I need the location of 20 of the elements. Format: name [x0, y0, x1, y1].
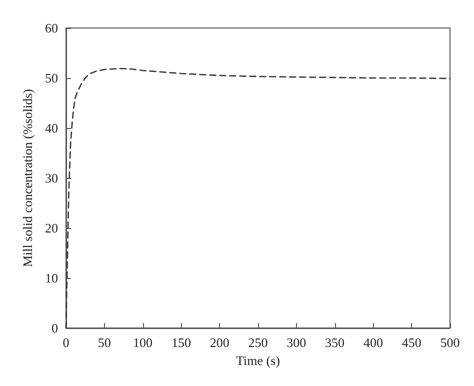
x-tick-label: 300 [286, 335, 306, 350]
x-tick-label: 100 [133, 335, 153, 350]
x-tick-label: 0 [62, 335, 70, 350]
y-axis-title: Mill solid concentration (%solids) [20, 88, 36, 268]
y-tick-label: 50 [45, 70, 58, 86]
x-tick-label: 350 [325, 335, 345, 350]
x-tick-label: 500 [440, 335, 460, 350]
x-tick-label: 450 [402, 335, 422, 350]
x-tick-label: 50 [98, 335, 111, 350]
x-tick-label: 150 [171, 335, 191, 350]
y-tick-label: 10 [45, 270, 58, 286]
x-tick-label: 250 [248, 335, 268, 350]
y-tick-label: 60 [45, 20, 58, 36]
y-tick-label: 30 [45, 170, 58, 186]
x-tick-label: 400 [363, 335, 383, 350]
y-tick-label: 0 [52, 320, 58, 336]
x-tick-label: 200 [210, 335, 230, 350]
y-tick-label: 20 [45, 220, 58, 236]
y-tick-label: 40 [45, 120, 58, 136]
x-axis-title: Time (s) [236, 352, 280, 368]
